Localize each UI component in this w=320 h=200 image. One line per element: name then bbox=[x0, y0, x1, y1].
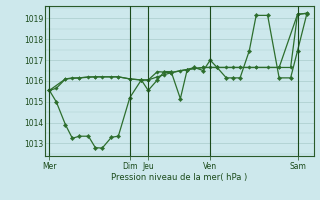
X-axis label: Pression niveau de la mer( hPa ): Pression niveau de la mer( hPa ) bbox=[111, 173, 247, 182]
